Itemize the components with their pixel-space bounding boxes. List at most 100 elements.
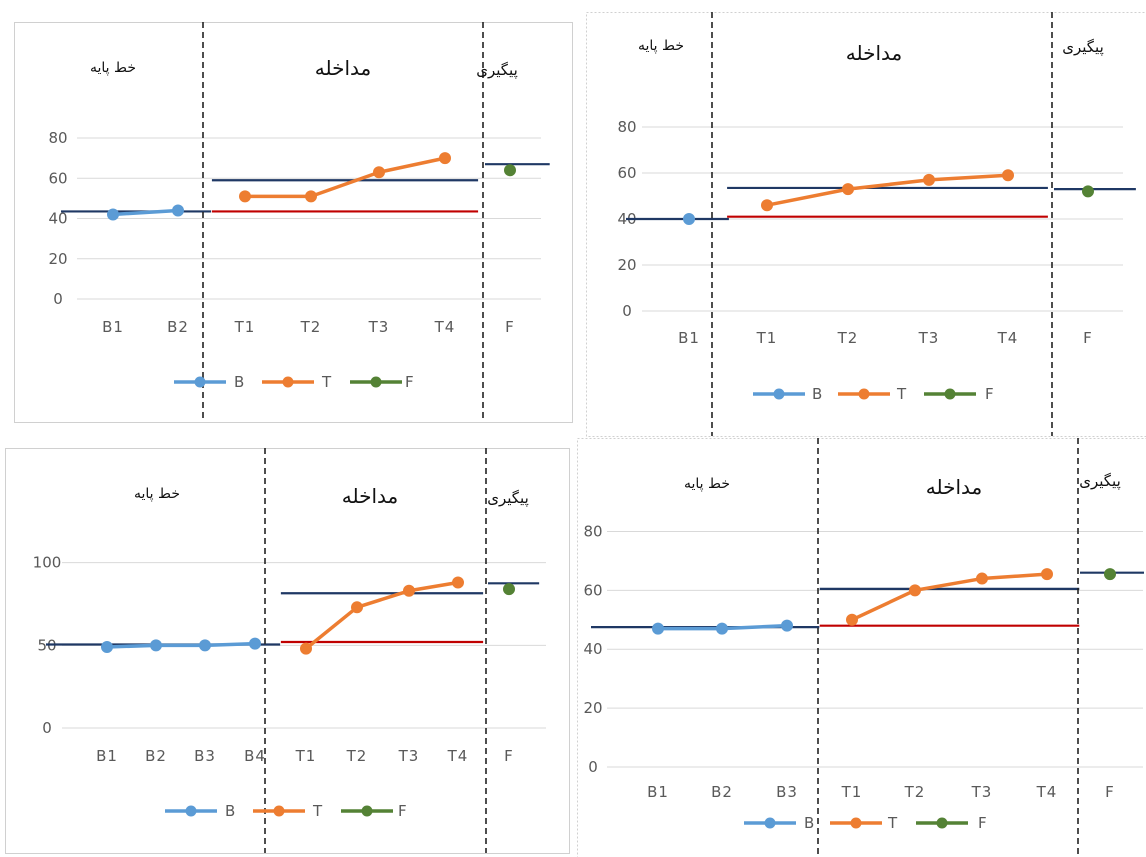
data-point-B — [150, 639, 162, 652]
data-point-T — [239, 190, 251, 203]
legend-label: B — [804, 814, 814, 832]
phase-label: مداخله — [315, 56, 371, 80]
y-tick-label: 40 — [583, 640, 602, 658]
data-point-T — [1041, 568, 1053, 581]
y-tick-label: 20 — [617, 256, 636, 274]
legend-label: T — [887, 814, 898, 832]
legend-label: B — [225, 802, 235, 820]
chart-frame — [14, 22, 573, 423]
data-point-F — [503, 583, 515, 596]
data-point-B — [249, 637, 261, 650]
phase-label: پیگیری — [487, 489, 529, 508]
x-tick-label: B2 — [711, 783, 733, 801]
legend-marker-T — [282, 376, 294, 388]
series-line-T — [304, 580, 459, 650]
x-tick-label: T2 — [346, 747, 368, 765]
y-tick-label: 40 — [48, 210, 67, 228]
data-point-T — [909, 584, 921, 597]
legend-label: B — [234, 373, 244, 391]
data-point-B — [683, 213, 695, 225]
data-point-T — [976, 572, 988, 585]
series-line-T — [766, 173, 1009, 207]
legend-label: T — [321, 373, 332, 391]
y-tick-label: 80 — [583, 522, 602, 540]
legend-marker-F — [936, 817, 948, 829]
y-tick-label: 20 — [583, 699, 602, 717]
data-point-T — [305, 190, 317, 203]
x-tick-label: B1 — [647, 783, 669, 801]
legend-label: B — [812, 385, 822, 403]
data-point-T — [923, 173, 935, 186]
x-tick-label: T3 — [368, 318, 390, 336]
phase-label: خط پایه — [134, 486, 180, 502]
phase-label: مداخله — [926, 475, 982, 499]
x-tick-label: T3 — [918, 329, 940, 347]
legend-label: F — [405, 373, 414, 391]
data-point-T — [439, 152, 451, 165]
x-tick-label: T1 — [234, 318, 256, 336]
x-tick-label: T2 — [904, 783, 926, 801]
data-point-T — [403, 584, 415, 597]
data-point-B — [781, 619, 793, 632]
data-point-B — [107, 208, 119, 221]
y-tick-label: 0 — [42, 719, 52, 737]
y-tick-label: 80 — [48, 129, 67, 147]
data-point-F — [504, 164, 516, 177]
legend-label: F — [398, 802, 407, 820]
series-line-B — [106, 641, 256, 649]
phase-label: مداخله — [846, 41, 902, 65]
data-point-B — [652, 622, 664, 635]
series-line-T — [245, 156, 446, 199]
x-tick-label: B1 — [96, 747, 118, 765]
legend-marker-B — [764, 817, 776, 829]
legend-marker-B — [194, 376, 206, 388]
x-tick-label: F — [504, 747, 514, 765]
x-tick-label: T2 — [300, 318, 322, 336]
x-tick-label: F — [1083, 329, 1093, 347]
y-tick-label: 0 — [53, 290, 63, 308]
legend-label: F — [985, 385, 994, 403]
x-tick-label: B3 — [194, 747, 216, 765]
legend-label: F — [978, 814, 987, 832]
data-point-T — [452, 576, 464, 589]
data-point-B — [199, 639, 211, 652]
legend-label: T — [312, 802, 323, 820]
phase-label: خط پایه — [638, 38, 684, 54]
data-point-T — [761, 199, 773, 212]
x-tick-label: B2 — [167, 318, 189, 336]
data-point-T — [351, 601, 363, 614]
phase-label: پیگیری — [1079, 472, 1121, 491]
phase-label: خط پایه — [684, 476, 730, 492]
legend-marker-F — [361, 805, 373, 817]
x-tick-label: T4 — [997, 329, 1019, 347]
data-point-F — [1104, 568, 1116, 581]
y-tick-label: 60 — [48, 169, 67, 187]
x-tick-label: T1 — [756, 329, 778, 347]
chart-panel-4: 0 20 40 60 80 B1 B2 B3 T1 T2 T3 T4 F خط پایه مداخله پیگ… — [577, 438, 1146, 857]
x-tick-label: B1 — [678, 329, 700, 347]
legend-marker-T — [850, 817, 862, 829]
x-tick-label: T4 — [434, 318, 456, 336]
data-point-T — [1002, 169, 1014, 182]
data-point-B — [716, 622, 728, 635]
data-point-T — [846, 613, 858, 626]
legend-label: T — [896, 385, 907, 403]
x-tick-label: B4 — [244, 747, 266, 765]
phase-label: مداخله — [342, 484, 398, 508]
chart-frame — [5, 448, 570, 854]
data-point-B — [172, 204, 184, 217]
legend-marker-T — [858, 388, 870, 400]
x-tick-label: T3 — [971, 783, 993, 801]
y-tick-label: 80 — [617, 118, 636, 136]
x-tick-label: B1 — [102, 318, 124, 336]
data-point-B — [101, 640, 113, 653]
chart-frame — [586, 12, 1146, 437]
x-tick-label: T4 — [1036, 783, 1058, 801]
legend-marker-F — [370, 376, 382, 388]
chart-panel-1: 0 20 40 60 80 B1 B2 T1 T2 T3 T4 F خط پایه مداخله پیگیر… — [14, 22, 573, 423]
data-point-T — [373, 166, 385, 179]
y-tick-label: 60 — [617, 164, 636, 182]
x-tick-label: T1 — [841, 783, 863, 801]
x-tick-label: T2 — [837, 329, 859, 347]
